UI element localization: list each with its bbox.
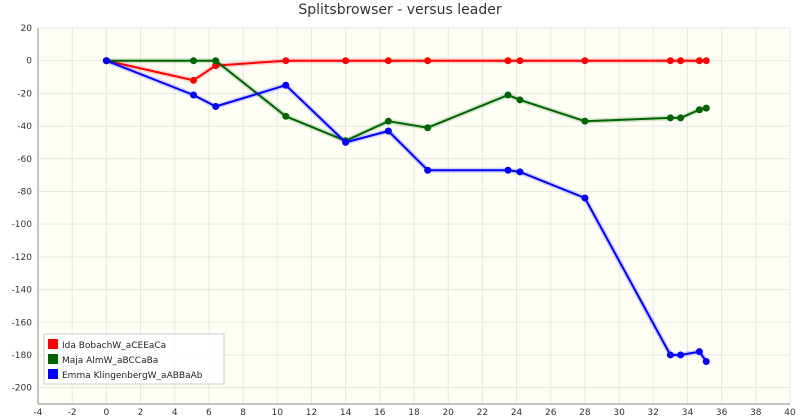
x-tick-label: 4 <box>172 408 178 418</box>
series-0-point <box>342 57 350 65</box>
x-tick-label: 2 <box>138 408 144 418</box>
series-1-point <box>424 124 432 132</box>
legend-label: Maja AlmW_aBCCaBa <box>62 356 158 366</box>
x-tick-label: 22 <box>477 408 488 418</box>
y-tick-label: -160 <box>12 318 33 328</box>
series-0-point <box>695 57 703 65</box>
series-1-point <box>516 96 524 104</box>
series-2-point <box>424 166 432 174</box>
y-tick-label: -200 <box>12 384 33 394</box>
x-tick-label: 16 <box>374 408 386 418</box>
legend-label: Ida BobachW_aCEEaCa <box>62 341 166 351</box>
series-1-point <box>702 104 710 112</box>
y-tick-label: 0 <box>26 57 32 67</box>
y-tick-label: -40 <box>17 122 32 132</box>
series-0-point <box>702 57 710 65</box>
legend-swatch <box>48 354 58 364</box>
x-tick-label: 30 <box>613 408 625 418</box>
series-1-point <box>212 57 220 65</box>
legend-label: Emma KlingenbergW_aABBaAb <box>62 371 203 381</box>
x-tick-label: 24 <box>511 408 523 418</box>
y-tick-label: 20 <box>21 24 33 34</box>
x-tick-label: 6 <box>206 408 212 418</box>
series-2-point <box>581 194 589 202</box>
series-2-point <box>504 166 512 174</box>
x-tick-label: 20 <box>442 408 454 418</box>
series-2-point <box>695 348 703 356</box>
x-tick-label: 36 <box>716 408 728 418</box>
series-0-point <box>581 57 589 65</box>
series-2-point <box>282 81 290 89</box>
x-tick-label: -4 <box>34 408 43 418</box>
series-0-point <box>516 57 524 65</box>
y-tick-label: -120 <box>12 253 33 263</box>
legend-box <box>43 333 225 385</box>
series-0-point <box>282 57 290 65</box>
y-tick-label: -60 <box>17 155 32 165</box>
x-tick-label: 34 <box>682 408 694 418</box>
series-2-point <box>384 127 392 135</box>
series-0-point <box>384 57 392 65</box>
series-2-point <box>342 138 350 146</box>
series-0-point <box>190 76 198 84</box>
series-2-point <box>702 357 710 365</box>
series-1-point <box>384 117 392 125</box>
series-1-point <box>666 114 674 122</box>
x-tick-label: 18 <box>408 408 420 418</box>
series-2-point <box>190 91 198 99</box>
y-tick-label: -100 <box>12 220 33 230</box>
x-tick-label: 38 <box>750 408 762 418</box>
x-tick-label: 12 <box>306 408 317 418</box>
series-1-point <box>504 91 512 99</box>
x-tick-label: 10 <box>272 408 284 418</box>
legend-swatch <box>48 339 58 349</box>
series-0-point <box>212 62 220 70</box>
x-tick-label: 0 <box>103 408 109 418</box>
x-tick-label: 32 <box>648 408 659 418</box>
series-1-point <box>282 112 290 120</box>
x-tick-label: 40 <box>784 408 796 418</box>
series-1-point <box>695 106 703 114</box>
chart-title: Splitsbrowser - versus leader <box>298 2 502 18</box>
y-tick-label: -80 <box>17 187 32 197</box>
x-tick-label: 26 <box>545 408 557 418</box>
series-0-point <box>677 57 685 65</box>
legend-swatch <box>48 369 58 379</box>
series-1-point <box>190 57 198 65</box>
series-0-point <box>666 57 674 65</box>
series-2-point <box>666 351 674 359</box>
series-2-point <box>212 102 220 110</box>
series-2-point <box>102 57 110 65</box>
y-tick-label: -20 <box>17 89 32 99</box>
y-tick-label: -180 <box>12 351 33 361</box>
series-0-point <box>424 57 432 65</box>
series-2-point <box>677 351 685 359</box>
y-tick-label: -140 <box>12 286 33 296</box>
x-tick-label: -2 <box>68 408 77 418</box>
series-2-point <box>516 168 524 176</box>
series-0-point <box>504 57 512 65</box>
series-1-point <box>677 114 685 122</box>
x-tick-label: 14 <box>340 408 352 418</box>
x-tick-label: 28 <box>579 408 591 418</box>
x-tick-label: 8 <box>240 408 246 418</box>
series-1-point <box>581 117 589 125</box>
